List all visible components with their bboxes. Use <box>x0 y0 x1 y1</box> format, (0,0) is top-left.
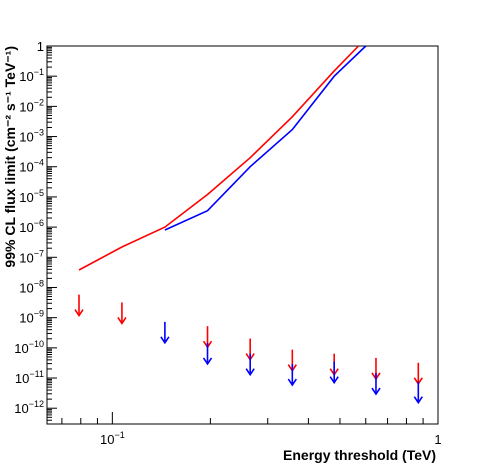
y-tick-label: 10−6 <box>19 218 44 235</box>
y-tick-label: 1 <box>37 39 44 54</box>
y-tick-label: 10−1 <box>19 67 44 84</box>
y-tick-label: 10−4 <box>19 158 44 175</box>
upper-limit-arrow <box>413 362 423 386</box>
series-1-line <box>164 45 367 231</box>
y-tick-label: 10−10 <box>14 339 44 356</box>
y-tick-label: 10−9 <box>19 309 44 326</box>
x-axis-title: Energy threshold (TeV) <box>283 447 436 463</box>
upper-limit-arrow <box>329 361 339 385</box>
x-tick-label: 10−1 <box>100 430 125 447</box>
upper-limit-arrow <box>287 364 297 387</box>
x-tick-label: 1 <box>434 432 441 447</box>
y-axis-title: 99% CL flux limit (cm⁻² s⁻¹ TeV⁻¹) <box>2 46 18 268</box>
y-axis-ticks: 1 10−1 10−2 10−3 10−4 10−5 10−6 10−7 10−8 10−9 10−… <box>14 39 57 425</box>
upper-limit-arrow <box>202 342 213 366</box>
upper-limit-arrow <box>245 353 255 377</box>
y-tick-label: 10−2 <box>19 97 44 114</box>
upper-limit-arrow <box>160 321 170 345</box>
x-axis-ticks: 10−1 1 <box>61 412 442 447</box>
y-tick-label: 10−7 <box>19 248 44 265</box>
upper-limit-arrow <box>371 373 381 396</box>
y-tick-label: 10−12 <box>14 399 44 416</box>
series-0-line <box>78 45 360 271</box>
y-tick-label: 10−5 <box>19 188 44 205</box>
series-layer <box>74 45 423 405</box>
upper-limit-arrow <box>117 302 127 325</box>
upper-limit-arrow <box>74 294 84 318</box>
y-tick-label: 10−11 <box>15 369 44 386</box>
y-tick-label: 10−8 <box>19 278 44 295</box>
upper-limit-arrow <box>413 381 423 405</box>
y-tick-label: 10−3 <box>19 128 44 145</box>
plot-frame <box>46 45 439 425</box>
